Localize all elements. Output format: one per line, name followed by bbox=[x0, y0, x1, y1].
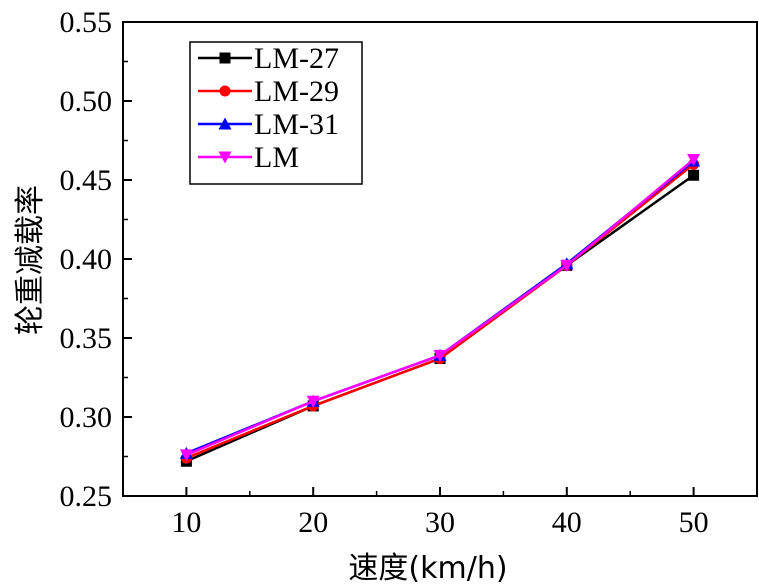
y-tick-label: 0.35 bbox=[60, 322, 113, 355]
series-line bbox=[185, 163, 695, 460]
legend-label: LM-31 bbox=[254, 108, 339, 141]
data-point bbox=[560, 259, 574, 272]
legend-marker bbox=[219, 85, 231, 97]
x-axis-title: 速度(km/h) bbox=[348, 551, 507, 586]
legend-label: LM-27 bbox=[254, 42, 339, 75]
legend-label: LM-29 bbox=[254, 75, 339, 108]
x-tick-label: 40 bbox=[552, 506, 582, 539]
x-tick-label: 30 bbox=[425, 506, 455, 539]
y-tick-label: 0.55 bbox=[60, 6, 113, 39]
y-tick-label: 0.50 bbox=[60, 85, 113, 118]
series-layer bbox=[179, 153, 701, 467]
series-lm-31 bbox=[179, 154, 701, 459]
legend-item: LM-27 bbox=[198, 42, 339, 75]
legend-box bbox=[189, 41, 363, 185]
data-point bbox=[433, 349, 447, 362]
series-lm bbox=[179, 153, 701, 462]
legend-marker bbox=[219, 52, 231, 64]
series-lm-27 bbox=[180, 169, 700, 467]
legend-marker bbox=[218, 151, 232, 164]
series-line bbox=[185, 174, 695, 463]
data-point bbox=[179, 449, 193, 462]
y-tick-label: 0.25 bbox=[60, 480, 113, 513]
y-tick-label: 0.30 bbox=[60, 401, 113, 434]
y-axis-title: 轮重减载率 bbox=[13, 185, 48, 335]
y-tick-label: 0.45 bbox=[60, 164, 113, 197]
data-point bbox=[687, 153, 701, 166]
x-tick-label: 20 bbox=[298, 506, 328, 539]
legend-item: LM bbox=[198, 141, 299, 174]
data-point bbox=[306, 395, 320, 408]
x-tick-label: 10 bbox=[171, 506, 201, 539]
series-line bbox=[185, 160, 695, 455]
axes: 0.25 0.30 0.35 0.40 0.45 0.50 0.55 10 20 30 40 50 bbox=[60, 6, 758, 539]
legend-item: LM-31 bbox=[198, 108, 339, 141]
series-lm-29 bbox=[180, 158, 700, 464]
data-point bbox=[688, 169, 700, 181]
y-tick-label: 0.40 bbox=[60, 243, 113, 276]
legend-marker bbox=[218, 117, 232, 130]
series-line bbox=[185, 158, 695, 457]
legend-label: LM bbox=[254, 141, 299, 174]
legend-item: LM-29 bbox=[198, 75, 339, 108]
x-tick-label: 50 bbox=[679, 506, 709, 539]
